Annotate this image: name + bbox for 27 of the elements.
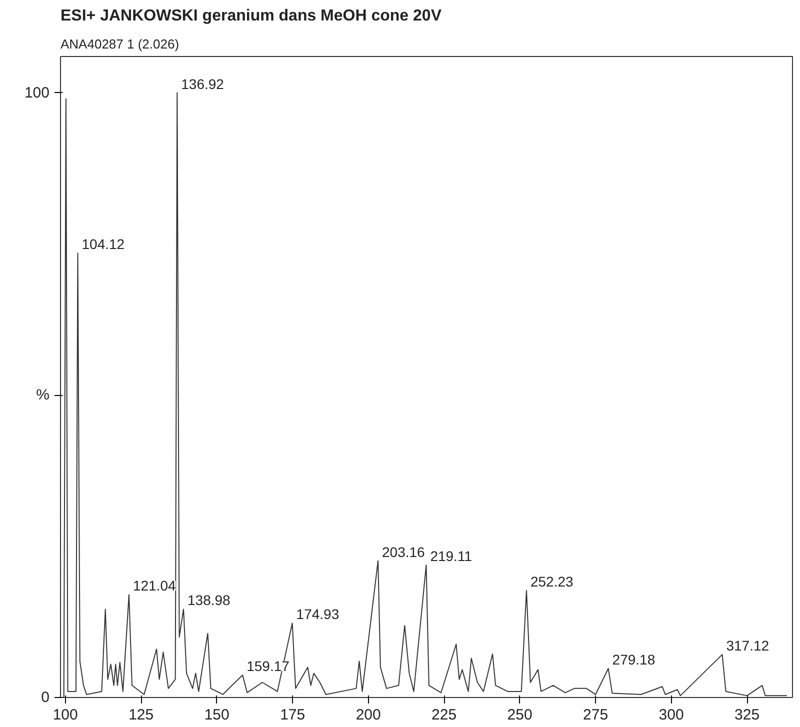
x-tick-label: 325: [734, 706, 760, 724]
annotation: 174.93: [296, 606, 340, 622]
x-tick-label: 175: [280, 706, 306, 724]
annotation: 159.17: [246, 658, 290, 674]
x-tick-label: 200: [356, 706, 381, 724]
x-tick-label: 150: [204, 706, 230, 724]
annotation: 138.98: [188, 592, 231, 608]
y-tick-label: %: [36, 386, 50, 404]
x-tick-label: 250: [507, 706, 532, 724]
x-tick-label: 225: [432, 706, 457, 724]
y-tick-label: 100: [24, 84, 50, 102]
annotation: 104.12: [82, 236, 125, 252]
annotation: 252.23: [530, 573, 574, 590]
annotation: 136.92: [181, 76, 224, 92]
x-tick-label: 275: [583, 706, 608, 724]
x-tick-label: 125: [128, 706, 154, 724]
chart-title: ESI+ JANKOWSKI geranium dans MeOH cone 20V: [60, 8, 442, 24]
annotation: 219.11: [430, 548, 472, 564]
chart-subtitle: ANA40287 1 (2.026): [60, 36, 180, 52]
annotation: 121.04: [132, 578, 176, 594]
line-series: [63, 92, 787, 698]
annotation: 203.16: [382, 544, 426, 560]
annotation: 317.12: [726, 638, 770, 654]
x-tick-label: 100: [52, 706, 78, 724]
y-tick-label: 0: [41, 689, 50, 706]
x-tick-label: 300: [658, 706, 684, 724]
annotation: 279.18: [612, 651, 656, 668]
